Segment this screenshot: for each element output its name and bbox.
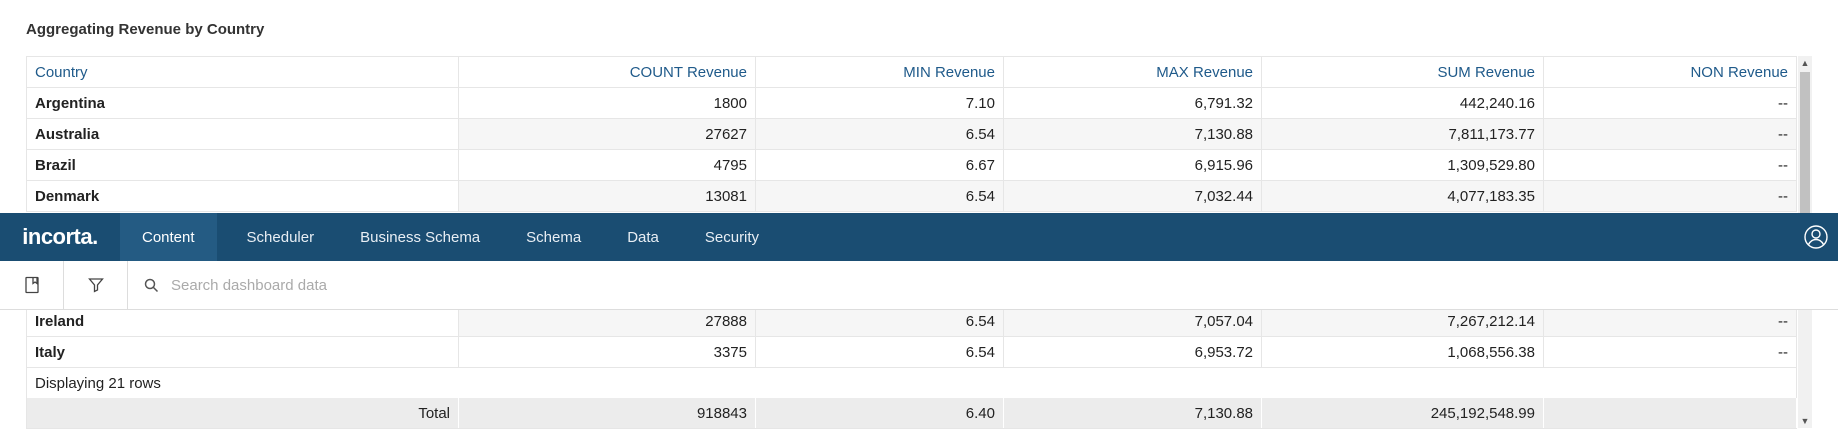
column-header-min-revenue[interactable]: MIN Revenue	[755, 56, 1004, 88]
nav-item-security[interactable]: Security	[704, 228, 760, 246]
cell-country: Australia	[26, 118, 459, 150]
cell-sum: 4,077,183.35	[1261, 180, 1544, 212]
revenue-table: Country COUNT Revenue MIN Revenue MAX Re…	[26, 56, 1797, 212]
cell-non: --	[1543, 336, 1797, 368]
column-header-max-revenue[interactable]: MAX Revenue	[1003, 56, 1262, 88]
cell-max: 6,791.32	[1003, 87, 1262, 119]
search-input[interactable]	[169, 275, 773, 295]
table-row: Denmark 13081 6.54 7,032.44 4,077,183.35…	[26, 180, 1797, 212]
table-row: Ireland 27888 6.54 7,057.04 7,267,212.14…	[26, 306, 1797, 337]
cell-sum: 7,811,173.77	[1261, 118, 1544, 150]
filter-button[interactable]	[64, 261, 128, 309]
cell-count: 1800	[458, 87, 756, 119]
cell-country: Brazil	[26, 149, 459, 181]
cell-non: --	[1543, 87, 1797, 119]
revenue-table-continued: Ireland 27888 6.54 7,057.04 7,267,212.14…	[26, 306, 1797, 429]
total-sum: 245,192,548.99	[1261, 398, 1544, 429]
cell-country: Italy	[26, 336, 459, 368]
column-header-count-revenue[interactable]: COUNT Revenue	[458, 56, 756, 88]
table-footer-row: Displaying 21 rows	[26, 367, 1797, 398]
cell-max: 7,130.88	[1003, 118, 1262, 150]
cell-non: --	[1543, 306, 1797, 337]
cell-country: Denmark	[26, 180, 459, 212]
total-label: Total	[26, 398, 459, 429]
bookmark-icon	[24, 276, 39, 294]
top-navigation-bar: incorta. Content Scheduler Business Sche…	[0, 213, 1838, 261]
widget-title: Aggregating Revenue by Country	[26, 21, 265, 38]
total-max: 7,130.88	[1003, 398, 1262, 429]
total-min: 6.40	[755, 398, 1004, 429]
scroll-down-arrow-icon[interactable]: ▼	[1800, 416, 1810, 426]
cell-count: 27627	[458, 118, 756, 150]
total-non	[1543, 398, 1797, 429]
scrollbar-thumb[interactable]	[1800, 72, 1810, 222]
cell-sum: 442,240.16	[1261, 87, 1544, 119]
cell-sum: 1,068,556.38	[1261, 336, 1544, 368]
row-count-label: Displaying 21 rows	[26, 367, 1797, 398]
cell-sum: 1,309,529.80	[1261, 149, 1544, 181]
cell-sum: 7,267,212.14	[1261, 306, 1544, 337]
cell-min: 6.54	[755, 180, 1004, 212]
cell-country: Argentina	[26, 87, 459, 119]
cell-min: 7.10	[755, 87, 1004, 119]
cell-max: 6,915.96	[1003, 149, 1262, 181]
scroll-up-arrow-icon[interactable]: ▲	[1800, 58, 1810, 68]
cell-count: 27888	[458, 306, 756, 337]
bookmark-button[interactable]	[0, 261, 64, 309]
table-row: Australia 27627 6.54 7,130.88 7,811,173.…	[26, 118, 1797, 150]
column-header-sum-revenue[interactable]: SUM Revenue	[1261, 56, 1544, 88]
cell-count: 13081	[458, 180, 756, 212]
cell-non: --	[1543, 149, 1797, 181]
total-count: 918843	[458, 398, 756, 429]
column-header-country[interactable]: Country	[26, 56, 459, 88]
incorta-logo[interactable]: incorta.	[22, 224, 98, 249]
filter-icon	[87, 278, 104, 293]
nav-item-business-schema[interactable]: Business Schema	[360, 228, 481, 246]
cell-non: --	[1543, 118, 1797, 150]
nav-item-scheduler[interactable]: Scheduler	[246, 228, 315, 246]
dashboard-toolbar	[0, 261, 1838, 310]
cell-max: 7,057.04	[1003, 306, 1262, 337]
cell-min: 6.54	[755, 306, 1004, 337]
table-row: Argentina 1800 7.10 6,791.32 442,240.16 …	[26, 87, 1797, 119]
cell-count: 3375	[458, 336, 756, 368]
cell-non: --	[1543, 180, 1797, 212]
cell-min: 6.67	[755, 149, 1004, 181]
nav-item-content[interactable]: Content	[120, 213, 217, 261]
table-header-row: Country COUNT Revenue MIN Revenue MAX Re…	[26, 56, 1797, 88]
table-row: Italy 3375 6.54 6,953.72 1,068,556.38 --	[26, 336, 1797, 368]
cell-max: 6,953.72	[1003, 336, 1262, 368]
search-bar[interactable]	[128, 261, 1838, 309]
user-circle-icon[interactable]	[1804, 225, 1828, 249]
total-row: Total 918843 6.40 7,130.88 245,192,548.9…	[26, 398, 1797, 429]
cell-min: 6.54	[755, 118, 1004, 150]
search-icon	[144, 278, 159, 292]
nav-item-schema[interactable]: Schema	[526, 228, 582, 246]
column-header-non-revenue[interactable]: NON Revenue	[1543, 56, 1797, 88]
table-row: Brazil 4795 6.67 6,915.96 1,309,529.80 -…	[26, 149, 1797, 181]
cell-min: 6.54	[755, 336, 1004, 368]
nav-item-data[interactable]: Data	[627, 228, 659, 246]
cell-count: 4795	[458, 149, 756, 181]
cell-country: Ireland	[26, 306, 459, 337]
cell-max: 7,032.44	[1003, 180, 1262, 212]
